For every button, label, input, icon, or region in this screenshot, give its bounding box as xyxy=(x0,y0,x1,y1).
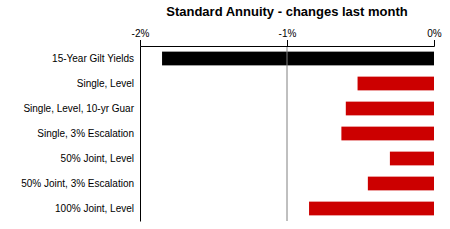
y-tick: Single, Level xyxy=(77,78,140,89)
x-tick: -2% xyxy=(132,28,150,46)
x-tick-mark xyxy=(140,40,141,46)
y-tick-label: 50% Joint, Level xyxy=(61,153,134,164)
bar xyxy=(390,152,434,166)
x-tick-label: 0% xyxy=(427,28,442,39)
y-axis-line xyxy=(140,47,141,222)
y-tick-label: Single, Level xyxy=(77,78,134,89)
y-tick: 50% Joint, Level xyxy=(61,153,140,164)
bar xyxy=(368,177,434,191)
x-tick-mark xyxy=(287,40,288,46)
chart-svg: Standard Annuity - changes last month -2%… xyxy=(0,0,450,229)
x-tick-label: -1% xyxy=(279,28,297,39)
y-tick-label: 100% Joint, Level xyxy=(55,203,134,214)
x-tick: -1% xyxy=(279,28,297,46)
x-axis: -2% -1% 0% xyxy=(132,28,442,47)
x-tick: 0% xyxy=(427,28,442,46)
x-axis-line xyxy=(141,40,435,47)
marks xyxy=(162,46,434,221)
y-tick: 100% Joint, Level xyxy=(55,203,140,214)
y-tick-label: 15-Year Gilt Yields xyxy=(52,53,134,64)
plot: -2% -1% 0% 15-Year Gilt Yields Single, Level… xyxy=(21,28,442,222)
bar xyxy=(162,52,434,66)
y-tick: Single, Level, 10-yr Guar xyxy=(23,103,140,114)
bar xyxy=(358,77,434,91)
x-tick-mark xyxy=(434,40,435,46)
y-tick: Single, 3% Escalation xyxy=(37,128,140,139)
bar xyxy=(341,127,434,141)
y-tick-label: 50% Joint, 3% Escalation xyxy=(21,178,134,189)
x-tick-label: -2% xyxy=(132,28,150,39)
y-tick: 50% Joint, 3% Escalation xyxy=(21,178,140,189)
chart-title: Standard Annuity - changes last month xyxy=(166,4,408,19)
chart-container: Standard Annuity - changes last month -2%… xyxy=(0,0,450,229)
y-axis: 15-Year Gilt Yields Single, Level Single, … xyxy=(21,47,140,222)
y-tick: 15-Year Gilt Yields xyxy=(52,53,140,64)
y-tick-label: Single, 3% Escalation xyxy=(37,128,134,139)
reference-line xyxy=(287,46,288,221)
y-tick-label: Single, Level, 10-yr Guar xyxy=(23,103,134,114)
bar xyxy=(309,202,434,216)
bar xyxy=(346,102,434,116)
